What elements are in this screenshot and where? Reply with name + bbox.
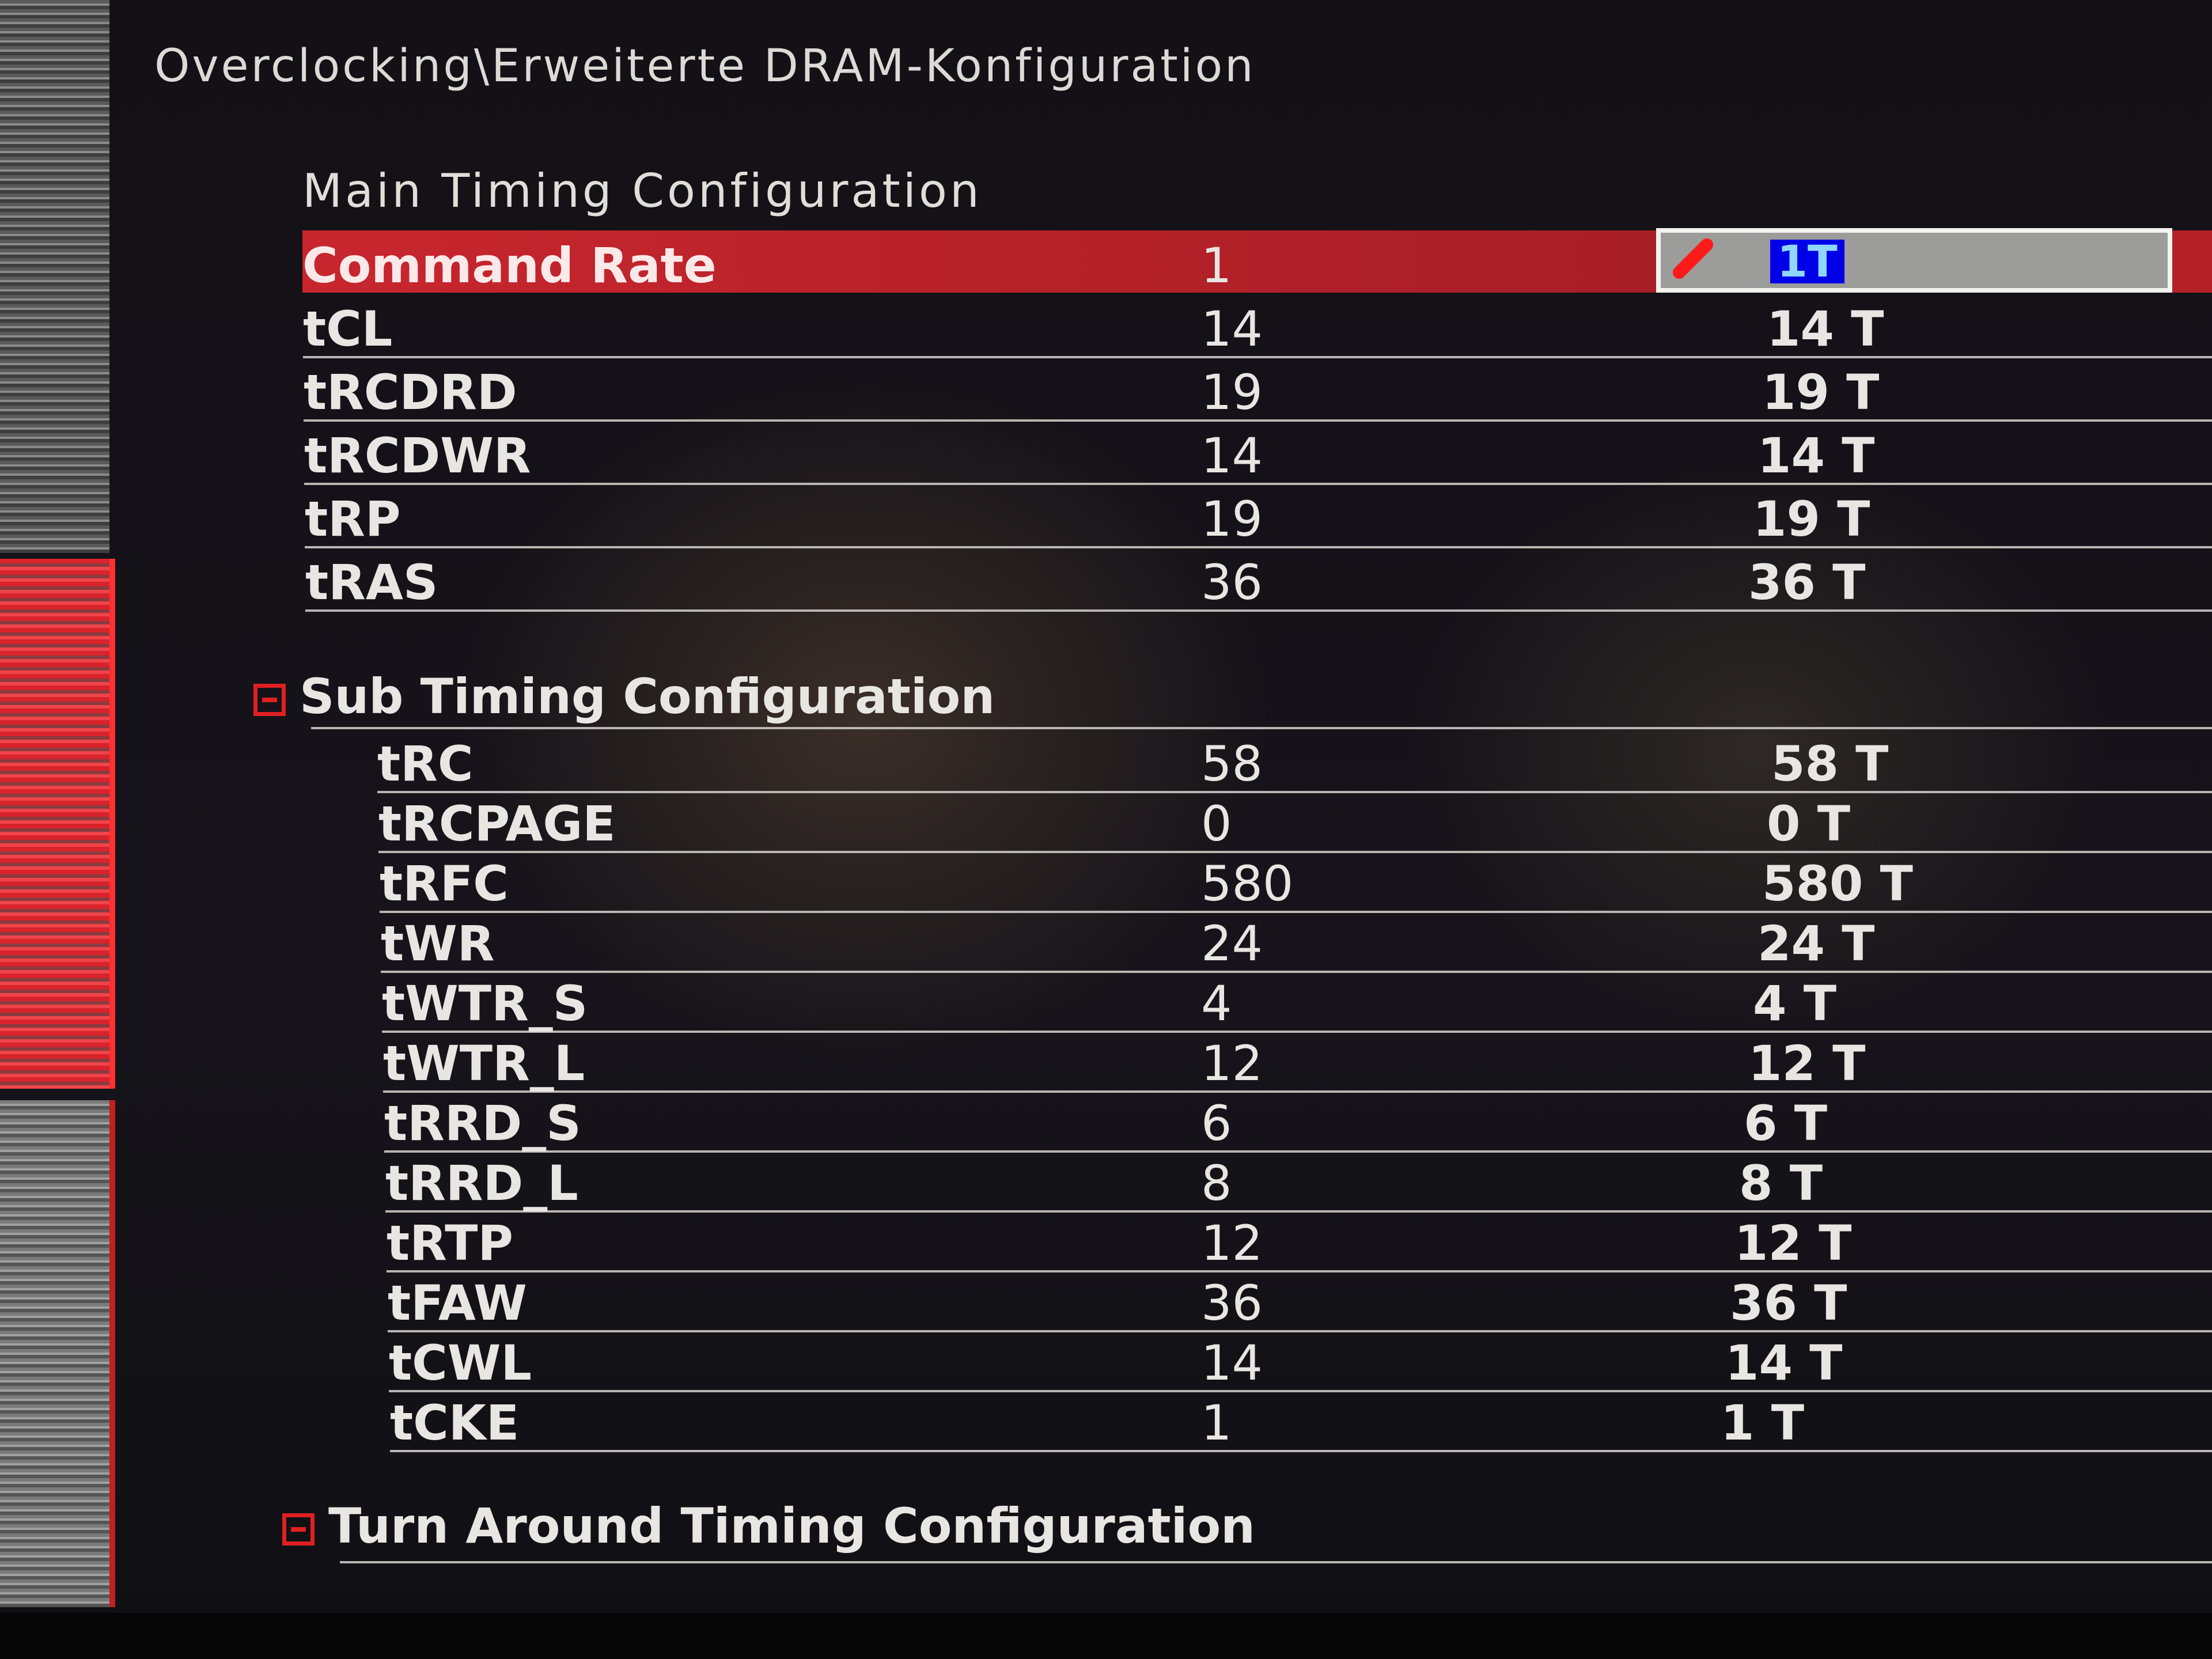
timing-row-tcke[interactable]: tCKE 1 1 T [390,1388,2212,1452]
screen-bezel [0,1613,2212,1659]
timing-row-trcdwr[interactable]: tRCDWR 14 14 T [304,421,2212,485]
timing-row-tfaw[interactable]: tFAW 36 36 T [388,1268,2212,1332]
timing-current-value: 580 [1201,855,1294,912]
timing-name: tCL [303,301,393,357]
sub-timing-header[interactable]: Sub Timing Configuration [253,668,995,725]
timing-name: tRC [377,736,474,792]
timing-setting-value[interactable]: 36 T [1748,554,1866,611]
sub-timing-title: Sub Timing Configuration [300,668,995,725]
timing-name: tWTR_S [382,975,588,1032]
timing-setting-value[interactable]: 6 T [1744,1095,1827,1152]
collapse-minus-icon[interactable] [253,684,286,717]
timing-current-value: 1 [1201,1395,1232,1451]
timing-name: tRTP [387,1215,513,1271]
timing-setting-value[interactable]: 14 T [1767,301,1884,357]
timing-current-value: 19 [1201,491,1263,547]
timing-current-value: 36 [1201,554,1263,611]
timing-name: tWR [381,915,495,972]
timing-current-value: 4 [1201,975,1232,1032]
timing-setting-value[interactable]: 58 T [1771,736,1889,792]
timing-name: tRCDWR [304,427,531,484]
timing-setting-value[interactable]: 8 T [1739,1155,1823,1211]
timing-row-twtr-s[interactable]: tWTR_S 4 4 T [382,968,2212,1033]
timing-setting-value[interactable]: 19 T [1762,364,1880,421]
timing-name: tRRD_L [385,1155,578,1211]
timing-current-value: 14 [1201,1335,1263,1391]
timing-current-value: 12 [1201,1035,1263,1092]
timing-current-value: 14 [1201,427,1263,484]
timing-name: tCWL [389,1335,532,1391]
timing-setting-value[interactable]: 580 T [1762,855,1913,912]
timing-row-command-rate[interactable]: Command Rate 1 1T [302,228,2212,294]
side-panel-top [0,0,109,553]
timing-current-value: 6 [1201,1095,1232,1152]
divider [340,1561,2212,1563]
timing-row-trtp[interactable]: tRTP 12 12 T [387,1208,2212,1272]
timing-current-value: 8 [1201,1155,1232,1211]
timing-current-value: 19 [1201,364,1263,421]
timing-current-value: 1 [1201,237,1232,294]
collapse-minus-icon[interactable] [282,1513,315,1546]
timing-setting-value[interactable]: 36 T [1730,1275,1847,1331]
timing-setting-value[interactable]: 19 T [1753,491,1870,547]
timing-name: tRFC [380,855,509,912]
timing-row-trcdrd[interactable]: tRCDRD 19 19 T [304,357,2212,422]
timing-row-twtr-l[interactable]: tWTR_L 12 12 T [383,1028,2212,1093]
breadcrumb: Overclocking\Erweiterte DRAM-Konfigurati… [154,40,1256,92]
timing-current-value: 12 [1201,1215,1263,1271]
timing-name: tCKE [390,1395,520,1451]
side-panel-bottom [0,1100,115,1607]
timing-current-value: 24 [1201,915,1263,972]
timing-row-tcl[interactable]: tCL 14 14 T [303,294,2212,358]
timing-row-trrd-l[interactable]: tRRD_L 8 8 T [385,1148,2212,1213]
timing-setting-value[interactable]: 1 T [1721,1395,1804,1451]
timing-row-trp[interactable]: tRP 19 19 T [305,484,2212,548]
timing-name: tRAS [305,554,438,611]
timing-row-tras[interactable]: tRAS 36 36 T [305,547,2212,612]
timing-current-value: 14 [1201,301,1263,357]
timing-setting-value[interactable]: 4 T [1753,975,1836,1032]
timing-setting-value[interactable]: 12 T [1748,1035,1866,1092]
timing-name: tRCDRD [304,364,517,421]
timing-row-trc[interactable]: tRC 58 58 T [377,729,2212,793]
timing-current-value: 0 [1201,796,1232,852]
main-timing-header: Main Timing Configuration [302,164,982,218]
selected-input-text[interactable]: 1T [1770,240,1844,283]
timing-setting-value[interactable]: 0 T [1767,796,1850,852]
timing-name: tRP [305,491,401,547]
timing-name: tWTR_L [383,1035,585,1092]
timing-setting-value[interactable]: 12 T [1734,1215,1852,1271]
timing-row-trrd-s[interactable]: tRRD_S 6 6 T [384,1088,2212,1153]
timing-input[interactable]: 1T [1656,228,2172,293]
timing-name: tRCPAGE [378,796,616,852]
timing-current-value: 58 [1201,736,1263,792]
turnaround-timing-header[interactable]: Turn Around Timing Configuration [282,1498,1255,1554]
timing-current-value: 36 [1201,1275,1263,1331]
timing-row-trfc[interactable]: tRFC 580 580 T [380,849,2212,913]
timing-row-trcpage[interactable]: tRCPAGE 0 0 T [378,789,2212,853]
timing-row-tcwl[interactable]: tCWL 14 14 T [389,1328,2212,1392]
side-panel-active [0,559,115,1089]
timing-setting-value[interactable]: 14 T [1725,1335,1843,1391]
divider [311,727,2212,729]
timing-setting-value[interactable]: 14 T [1758,427,1875,484]
turnaround-timing-title: Turn Around Timing Configuration [328,1498,1255,1554]
timing-name: Command Rate [302,237,717,294]
timing-setting-value[interactable]: 24 T [1758,915,1875,972]
pencil-edit-icon [1670,236,1716,282]
timing-name: tFAW [388,1275,527,1331]
timing-row-twr[interactable]: tWR 24 24 T [381,908,2212,973]
timing-name: tRRD_S [384,1095,581,1152]
